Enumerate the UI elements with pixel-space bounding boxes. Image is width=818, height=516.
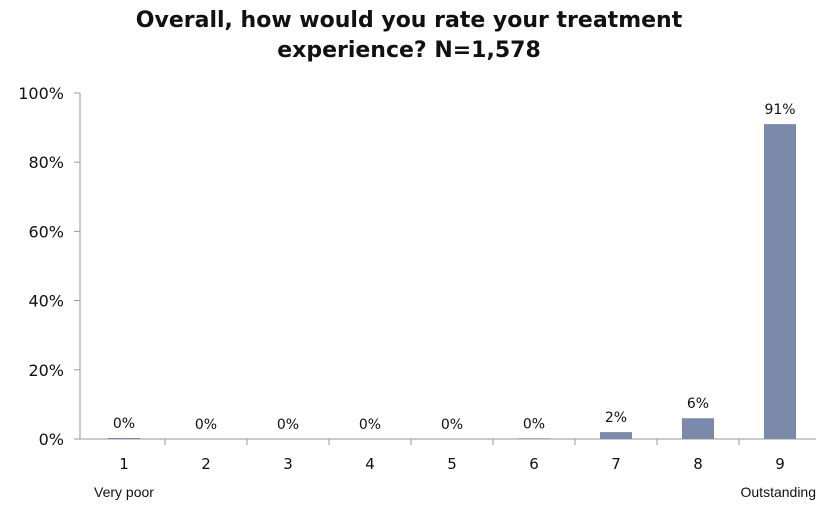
x-tick-label: 4 <box>365 455 375 473</box>
y-tick-label: 100% <box>18 84 64 103</box>
endpoint-label-low: Very poor <box>94 484 154 500</box>
data-label: 0% <box>441 417 463 433</box>
bar <box>682 418 714 439</box>
y-tick-label: 60% <box>28 222 64 241</box>
data-label: 6% <box>687 396 709 412</box>
data-label: 0% <box>359 417 381 433</box>
x-tick-label: 5 <box>447 455 457 473</box>
x-tick-label: 3 <box>283 455 293 473</box>
y-tick-label: 0% <box>39 430 64 449</box>
chart-title: Overall, how would you rate your treatme… <box>0 6 818 66</box>
data-label: 0% <box>523 416 545 432</box>
x-axis: 1 2 3 4 5 6 7 8 9 Very poor Outstanding <box>80 438 817 500</box>
data-labels: 0% 0% 0% 0% 0% 0% 2% 6% 91% <box>113 102 796 433</box>
data-label: 0% <box>195 417 217 433</box>
bar <box>108 437 140 439</box>
x-tick-label: 1 <box>119 455 129 473</box>
x-tick-label: 7 <box>611 455 621 473</box>
bar <box>518 438 550 439</box>
x-tick-label: 9 <box>775 455 785 473</box>
y-axis: 0% 20% 40% 60% 80% 100% <box>18 84 81 449</box>
bar <box>600 432 632 439</box>
data-label: 0% <box>113 416 135 432</box>
x-tick-label: 8 <box>693 455 703 473</box>
y-tick-label: 20% <box>28 361 64 380</box>
endpoint-label-high: Outstanding <box>741 484 817 500</box>
x-tick-label: 2 <box>201 455 211 473</box>
chart-title-line-1: Overall, how would you rate your treatme… <box>135 8 683 33</box>
bar <box>764 124 796 439</box>
y-tick-label: 40% <box>28 292 64 311</box>
data-label: 2% <box>605 410 627 426</box>
data-label: 0% <box>277 417 299 433</box>
x-tick-label: 6 <box>529 455 539 473</box>
chart-title-line-2: experience? N=1,578 <box>277 38 541 63</box>
bar-series <box>108 124 796 439</box>
y-tick-label: 80% <box>28 153 64 172</box>
data-label: 91% <box>764 102 795 118</box>
